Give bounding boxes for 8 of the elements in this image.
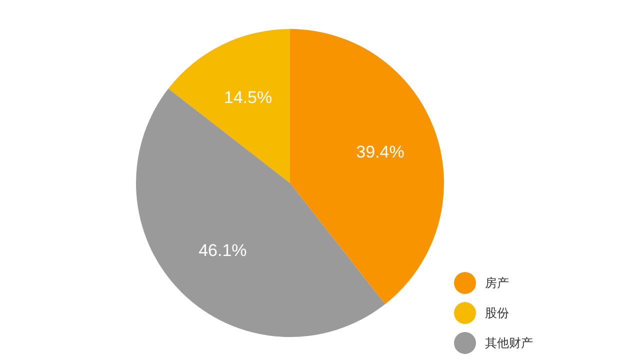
data-label: 46.1% xyxy=(198,241,247,260)
pie-slice xyxy=(168,29,290,183)
legend-label: 其他财产 xyxy=(485,336,533,350)
data-label: 14.5% xyxy=(224,88,272,107)
pie-slice xyxy=(290,29,444,304)
legend-label: 股份 xyxy=(485,306,509,320)
legend-label: 房产 xyxy=(485,276,509,290)
data-label: 39.4% xyxy=(356,142,404,162)
